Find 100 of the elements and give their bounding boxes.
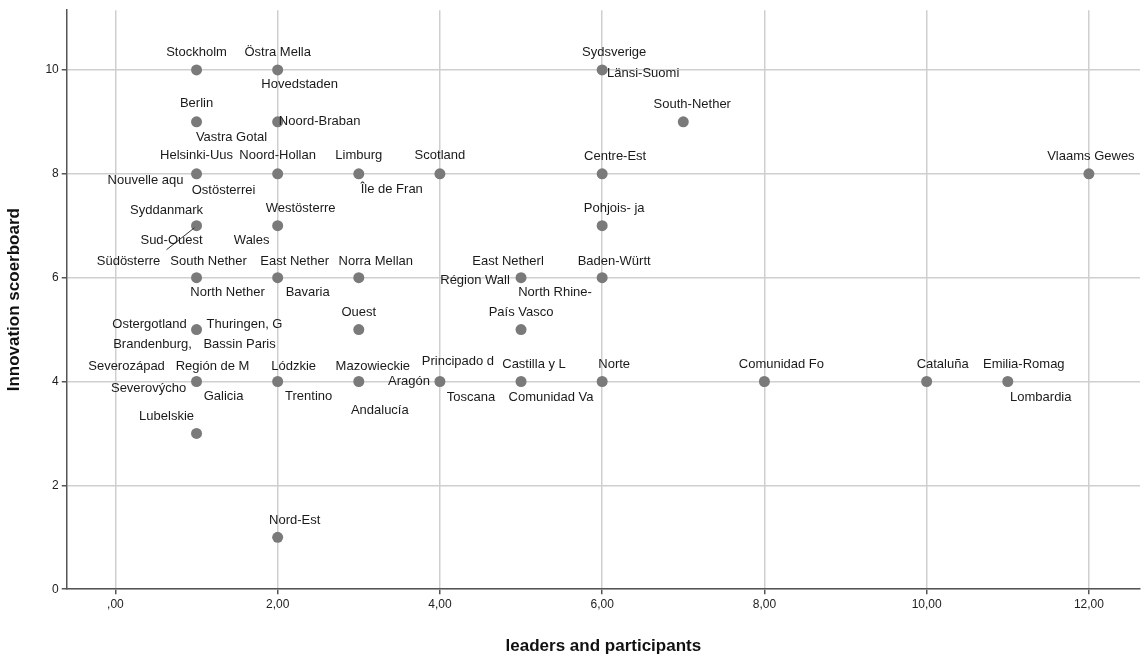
point <box>515 272 527 284</box>
point <box>353 272 365 284</box>
y-axis-title: Innovation scoerboard <box>3 208 23 392</box>
point <box>434 375 446 387</box>
annotation: Île de Fran <box>359 181 423 197</box>
annotation: Helsinki-Uus <box>160 147 234 163</box>
point <box>191 116 203 128</box>
annotation: Lódzkie <box>271 358 317 374</box>
x-tick-label: 8,00 <box>752 596 777 611</box>
annotation: North Rhine- <box>518 284 592 300</box>
point <box>191 324 203 336</box>
y-tick-label: 0 <box>52 581 60 596</box>
point <box>353 324 365 336</box>
annotation: Lombardia <box>1010 389 1073 405</box>
annotation: Noord-Hollan <box>239 147 316 163</box>
point <box>272 64 284 76</box>
annotation: Pohjois- ja <box>583 200 646 216</box>
annotation: Severozápad <box>88 358 165 374</box>
annotation: Centre-Est <box>584 148 647 164</box>
annotation: Baden-Württ <box>577 253 652 269</box>
annotation: Südösterre <box>96 253 161 269</box>
annotation: Comunidad Fo <box>738 356 825 372</box>
point <box>272 531 284 543</box>
annotation: South-Nether <box>653 96 732 112</box>
annotation: Länsi-Suomi <box>607 65 680 81</box>
annotation: Mazowieckie <box>335 358 410 374</box>
point <box>191 272 203 284</box>
annotation: Emilia-Romag <box>982 356 1065 372</box>
annotation: Westösterre <box>265 200 336 216</box>
annotation: Bavaria <box>285 284 331 300</box>
point <box>596 220 608 232</box>
y-tick-label: 2 <box>52 477 60 492</box>
annotation: Comunidad Va <box>508 389 595 405</box>
annotation: Ostergotland <box>112 316 187 332</box>
annotation: Thuringen, G <box>206 316 283 332</box>
annotation: Limburg <box>335 147 383 163</box>
point <box>272 168 284 180</box>
annotation: Bassin Paris <box>203 336 277 352</box>
x-tick-label: ,00 <box>107 596 125 611</box>
x-tick-label: 10,00 <box>911 596 942 611</box>
annotation: Cataluña <box>916 356 970 372</box>
annotation: Ouest <box>341 304 377 320</box>
annotation: East Netherl <box>472 253 544 269</box>
point <box>191 64 203 76</box>
annotation: Región de M <box>175 358 250 374</box>
annotation: North Nether <box>190 284 266 300</box>
point <box>596 375 608 387</box>
annotation: Trentino <box>285 388 333 404</box>
point <box>758 375 770 387</box>
annotation: Région Wall <box>440 272 510 288</box>
point <box>921 375 933 387</box>
annotation: Norra Mellan <box>338 253 413 269</box>
x-tick-label: 2,00 <box>265 596 290 611</box>
annotation: Ostösterrei <box>191 182 256 198</box>
x-tick-label: 12,00 <box>1073 596 1105 611</box>
annotation: Scotland <box>414 147 466 163</box>
annotation: Wales <box>233 232 270 248</box>
annotation: Norte <box>598 356 631 372</box>
annotation: Berlin <box>179 95 214 111</box>
annotation: Nord-Est <box>269 511 321 527</box>
point <box>1083 168 1095 180</box>
annotation: Aragón <box>387 373 430 389</box>
annotation: Castilla y L <box>502 356 566 372</box>
annotation: Hovedstaden <box>261 76 338 92</box>
point <box>353 375 365 387</box>
annotation: Principado d <box>421 353 495 369</box>
annotation: East Nether <box>260 253 330 269</box>
x-tick-label: 4,00 <box>428 596 452 611</box>
point <box>191 375 203 387</box>
point <box>353 168 365 180</box>
annotation: Syddanmark <box>130 202 204 218</box>
annotation: Östra Mella <box>244 44 312 60</box>
annotation: Vlaams Gewes <box>1047 148 1136 164</box>
point <box>515 324 527 336</box>
x-axis-title: leaders and participants <box>505 636 702 656</box>
annotation: Vastra Gotal <box>195 129 268 145</box>
annotation: South Nether <box>170 253 248 269</box>
point <box>515 375 527 387</box>
point <box>272 220 284 232</box>
y-tick-label: 6 <box>52 269 60 284</box>
annotation: Brandenburg, <box>113 336 192 352</box>
annotation: Lubelskie <box>139 407 195 423</box>
point <box>677 116 689 128</box>
point <box>191 168 203 180</box>
point <box>596 168 608 180</box>
point <box>191 220 203 232</box>
point <box>272 375 284 387</box>
point <box>434 168 446 180</box>
point <box>596 272 608 284</box>
y-tick-label: 10 <box>45 62 60 77</box>
point <box>596 64 608 76</box>
annotation: Galicia <box>203 388 245 404</box>
annotation: Severovýcho <box>110 380 187 396</box>
point <box>1002 375 1014 387</box>
point <box>272 272 284 284</box>
y-tick-label: 4 <box>52 373 60 388</box>
annotation: Toscana <box>446 389 497 405</box>
annotation: Andalucía <box>350 402 410 418</box>
x-tick-label: 6,00 <box>590 596 615 611</box>
annotation: Sydsverige <box>582 44 647 60</box>
